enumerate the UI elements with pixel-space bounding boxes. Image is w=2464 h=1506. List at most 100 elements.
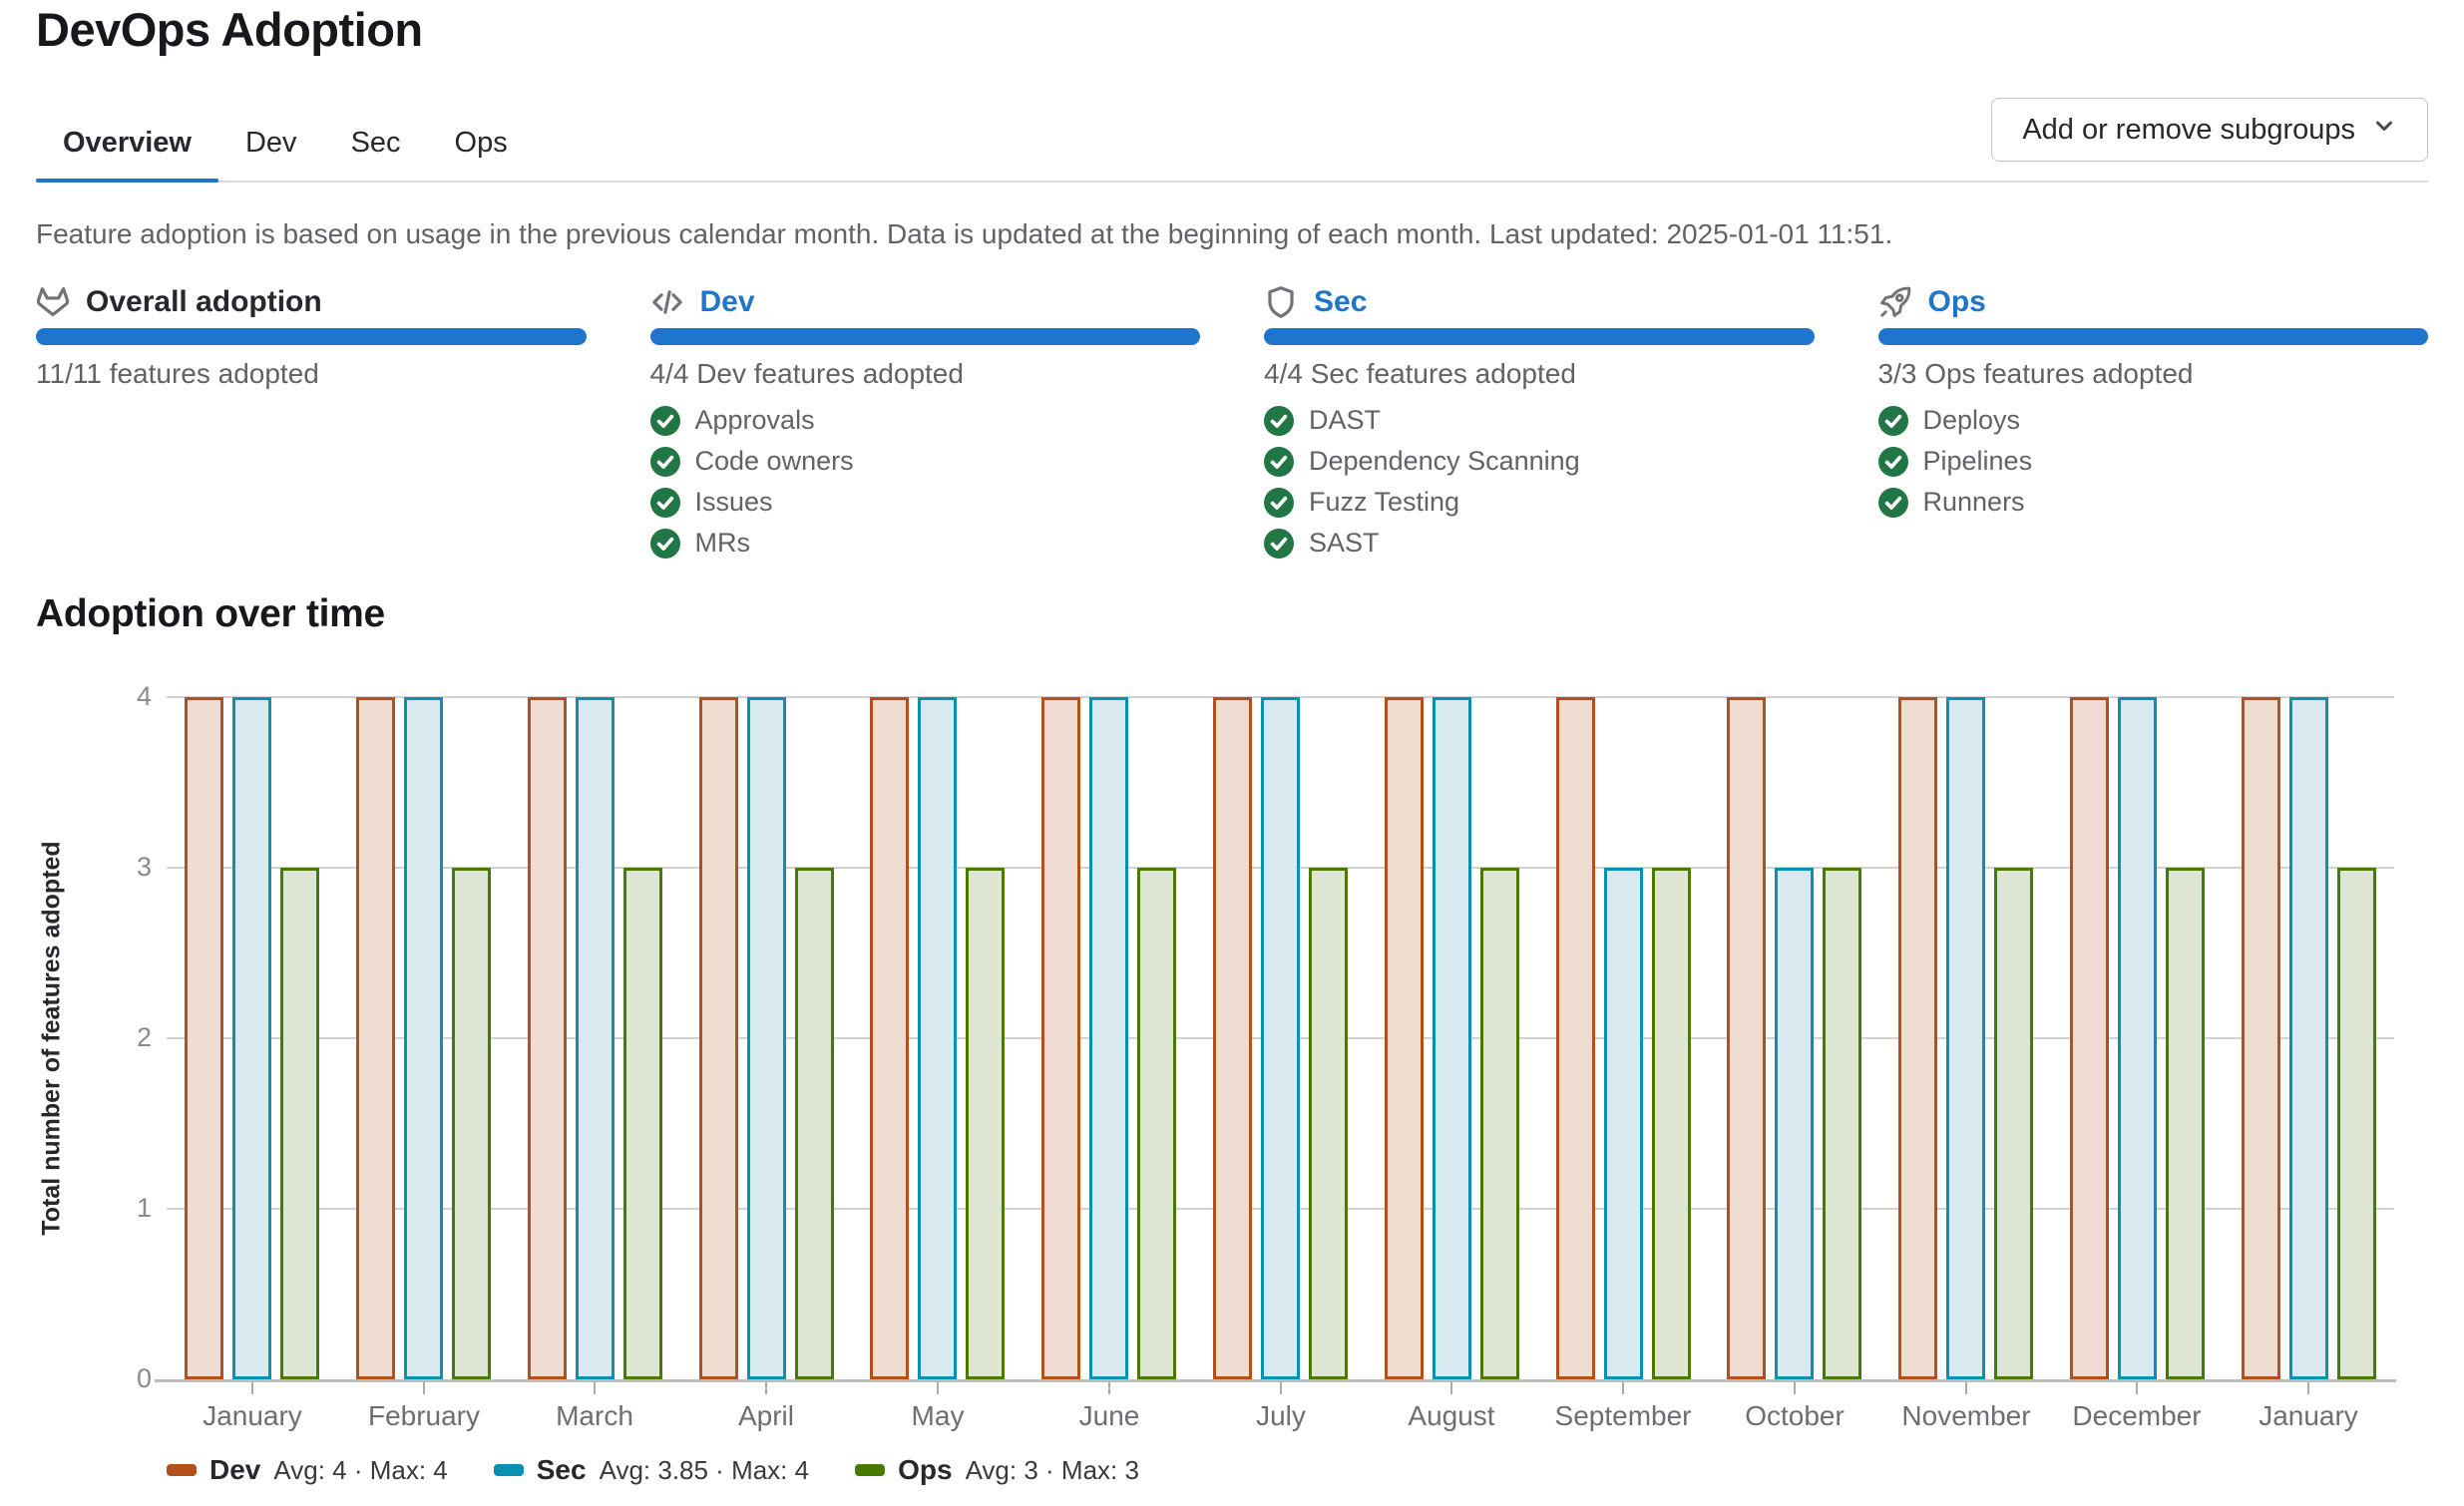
x-axis-tick (2136, 1382, 2138, 1394)
y-axis-tick-label: 2 (136, 1022, 152, 1052)
features-adopted-count: 4/4 Dev features adopted (649, 358, 964, 389)
card-title-dev[interactable]: Dev (699, 285, 755, 318)
chart-bar-dev (699, 697, 738, 1379)
chart-bar-dev (1556, 697, 1595, 1379)
chart-bar-ops (280, 868, 319, 1379)
chart-bar-sec (576, 697, 615, 1379)
y-axis-tick-label: 0 (136, 1363, 152, 1393)
adoption-card-ops: Ops 3/3 Ops features adopted Deploys Pipeli… (1877, 280, 2429, 564)
tab-ops[interactable]: Ops (428, 106, 535, 181)
chart-bar-ops (1480, 868, 1519, 1379)
legend-swatch-dev (167, 1464, 197, 1476)
check-circle-icon (649, 528, 680, 559)
x-axis-label: March (556, 1400, 633, 1431)
chart-bar-dev (185, 697, 223, 1379)
card-header: Dev (650, 280, 1201, 324)
feature-item: Code owners (649, 441, 1201, 482)
x-axis-label: January (2259, 1400, 2358, 1431)
tab-label: Ops (454, 127, 508, 159)
x-axis-tick (1280, 1382, 1282, 1394)
x-axis-tick (1108, 1382, 1110, 1394)
features-adopted-count: 11/11 features adopted (36, 358, 319, 389)
check-circle-icon (1877, 405, 1908, 436)
legend-swatch-sec (493, 1464, 524, 1476)
feature-label: SAST (1309, 528, 1380, 558)
subgroups-button-label: Add or remove subgroups (2022, 113, 2355, 146)
rocket-icon (1878, 285, 1912, 319)
x-axis-tick (937, 1382, 939, 1394)
check-circle-icon (649, 446, 680, 477)
chevron-down-icon (2371, 113, 2397, 147)
chart-bar-sec (747, 697, 786, 1379)
chart-bar-ops (452, 868, 491, 1379)
x-axis-tick (2307, 1382, 2309, 1394)
chart-bar-dev (356, 697, 395, 1379)
y-axis-tick-label: 4 (136, 681, 152, 711)
features-adopted-count: 4/4 Sec features adopted (1264, 358, 1576, 389)
chart-bar-dev (1727, 697, 1766, 1379)
feature-item: SAST (1264, 523, 1815, 564)
legend-series-name: Sec (536, 1454, 587, 1485)
feature-label: Pipelines (1922, 446, 2033, 476)
chart-bar-sec (1946, 697, 1985, 1379)
feature-label: Code owners (694, 446, 854, 476)
card-header: Ops (1878, 280, 2429, 324)
tab-bar: Overview Dev Sec Ops (36, 106, 2428, 183)
legend-item-sec[interactable]: Sec Avg: 3.85 · Max: 4 (493, 1454, 809, 1486)
card-title-overall-adoption: Overall adoption (86, 285, 322, 318)
legend-item-dev[interactable]: Dev Avg: 4 · Max: 4 (167, 1454, 448, 1486)
x-axis-tick (594, 1382, 596, 1394)
tab-overview[interactable]: Overview (36, 106, 218, 183)
card-header: Sec (1264, 280, 1815, 324)
x-axis-label: September (1554, 1400, 1692, 1431)
chart-bar-sec (1089, 697, 1128, 1379)
x-axis-tick (1965, 1382, 1967, 1394)
feature-item: Approvals (649, 400, 1201, 441)
adoption-cards: Overall adoption 11/11 features adopted De… (36, 280, 2428, 564)
feature-label: Dependency Scanning (1309, 446, 1580, 476)
feature-item: Dependency Scanning (1264, 441, 1815, 482)
chart-bar-sec (918, 697, 957, 1379)
x-axis-label: October (1745, 1400, 1845, 1431)
features-adopted-count: 3/3 Ops features adopted (1877, 358, 2194, 389)
adoption-card-overall-adoption: Overall adoption 11/11 features adopted (36, 280, 587, 564)
feature-label: DAST (1309, 405, 1382, 435)
y-axis-tick-label: 1 (136, 1193, 152, 1223)
chart-bar-sec (1775, 868, 1814, 1379)
chart-bar-sec (1433, 697, 1471, 1379)
adoption-card-sec: Sec 4/4 Sec features adopted DAST Dependenc… (1264, 280, 1815, 564)
legend-series-name: Dev (209, 1454, 261, 1485)
chart-bar-sec (1604, 868, 1643, 1379)
x-axis-label: February (367, 1400, 481, 1431)
feature-label: Fuzz Testing (1309, 487, 1460, 517)
card-header: Overall adoption (36, 280, 587, 324)
chart-bar-ops (1309, 868, 1348, 1379)
chart-bar-sec (2289, 697, 2328, 1379)
chart-bar-dev (1385, 697, 1424, 1379)
card-title-ops[interactable]: Ops (1927, 285, 1986, 318)
card-title-sec[interactable]: Sec (1314, 285, 1368, 318)
chart-bar-ops (1137, 868, 1176, 1379)
progress-bar (1264, 328, 1815, 345)
legend-series-stats: Avg: 3 · Max: 3 (965, 1454, 1139, 1485)
x-axis-tick (765, 1382, 767, 1394)
feature-list: DAST Dependency Scanning Fuzz Testing SAST (1264, 400, 1815, 564)
feature-label: Deploys (1922, 405, 2021, 435)
legend-item-ops[interactable]: Ops Avg: 3 · Max: 3 (855, 1454, 1139, 1486)
add-or-remove-subgroups-button[interactable]: Add or remove subgroups (1991, 98, 2428, 162)
feature-item: Fuzz Testing (1264, 482, 1815, 523)
feature-label: Approvals (694, 405, 815, 435)
x-axis-label: April (737, 1400, 794, 1431)
chart-bar-sec (2118, 697, 2157, 1379)
tab-sec[interactable]: Sec (324, 106, 428, 181)
tab-label: Sec (350, 127, 401, 159)
feature-item: Pipelines (1877, 441, 2429, 482)
x-axis-label: May (911, 1400, 965, 1431)
check-circle-icon (1264, 446, 1294, 477)
check-circle-icon (1264, 487, 1294, 518)
feature-label: Runners (1922, 487, 2025, 517)
feature-adoption-description: Feature adoption is based on usage in th… (36, 218, 1893, 249)
tab-dev[interactable]: Dev (218, 106, 324, 181)
check-circle-icon (649, 487, 680, 518)
